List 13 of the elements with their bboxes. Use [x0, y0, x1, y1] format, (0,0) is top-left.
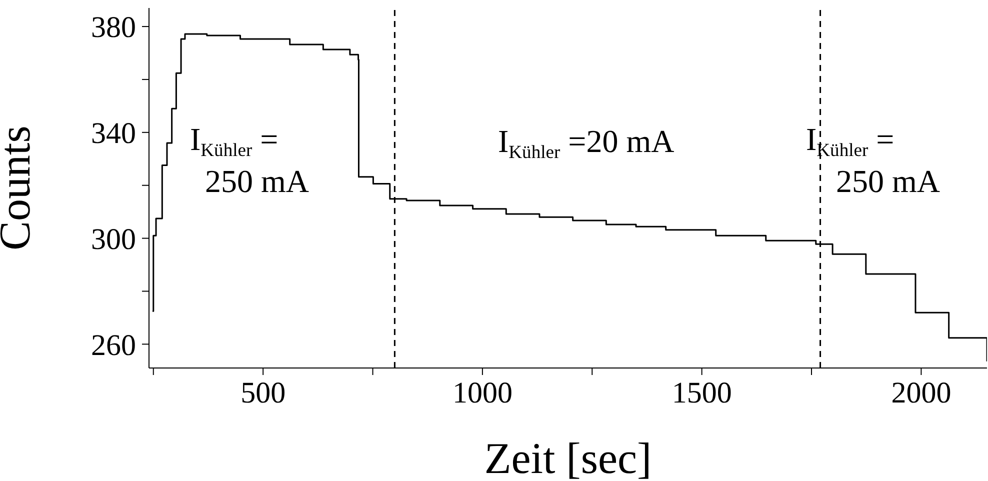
annotation: I$_{Kühler}$=20 mA — [498, 123, 674, 163]
x-tick-label: 500 — [240, 376, 286, 410]
x-tick-label: 1500 — [672, 376, 732, 410]
y-tick-label: 300 — [91, 222, 136, 256]
y-tick-label: 260 — [91, 328, 136, 362]
annotation: I$_{Kühler}$= 250 mA — [190, 121, 309, 199]
x-tick-label: 2000 — [891, 376, 952, 410]
annotation: I$_{Kühler}$= 250 mA — [806, 121, 940, 199]
y-tick-label: 340 — [91, 117, 136, 150]
x-axis-title: Zeit [sec] — [484, 434, 652, 481]
y-tick-label: 380 — [91, 11, 136, 44]
y-axis-title: Counts — [0, 126, 40, 250]
x-tick-label: 1000 — [452, 376, 512, 410]
